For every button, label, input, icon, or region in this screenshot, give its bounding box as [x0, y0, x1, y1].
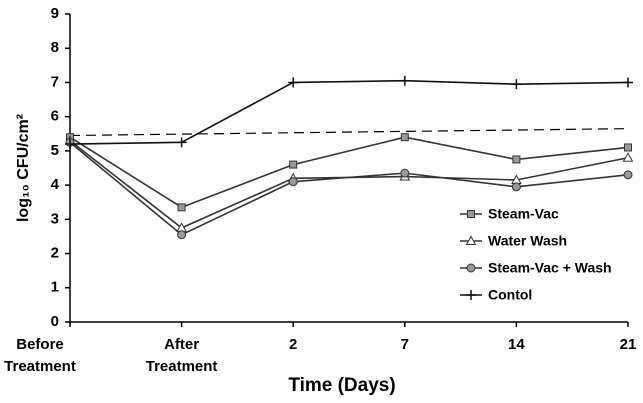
y-tick-label: 4	[51, 176, 60, 193]
y-axis-title: log₁₀ CFU/cm²	[15, 114, 32, 222]
marker	[288, 77, 299, 88]
marker	[177, 230, 187, 240]
legend-label: Contol	[488, 287, 532, 303]
marker	[623, 170, 633, 180]
marker	[622, 152, 634, 162]
marker	[400, 133, 409, 142]
marker	[400, 168, 410, 178]
y-tick-label: 9	[51, 5, 59, 22]
x-tick-label: 2	[289, 336, 298, 353]
marker	[624, 143, 632, 152]
y-tick-label: 2	[51, 245, 59, 262]
marker	[177, 203, 186, 212]
x-tick-label: Before Treatment	[4, 336, 76, 375]
dashed-line	[69, 128, 629, 137]
y-tick-label: 0	[51, 313, 59, 330]
x-tick-label: 14	[508, 336, 525, 353]
x-tick-label: 7	[400, 336, 409, 353]
legend-marker	[465, 235, 477, 245]
marker	[512, 155, 521, 164]
legend-label: Water Wash	[488, 233, 567, 249]
series-line	[69, 79, 629, 145]
series-line	[69, 136, 629, 209]
marker	[511, 182, 521, 192]
legend-marker	[466, 290, 476, 300]
marker	[623, 77, 633, 88]
legend-marker	[467, 210, 475, 218]
marker	[65, 139, 75, 150]
x-tick-label: After Treatment	[145, 336, 218, 375]
y-tick-label: 5	[51, 142, 59, 159]
y-tick-label: 8	[51, 39, 59, 56]
y-tick-label: 1	[51, 279, 59, 296]
y-tick-label: 3	[51, 210, 59, 227]
marker	[289, 160, 298, 169]
y-tick-label: 7	[51, 73, 59, 90]
legend-label: Steam-Vac	[488, 206, 559, 222]
marker	[176, 137, 187, 148]
x-axis-title: Time (Days)	[288, 375, 395, 396]
legend-marker	[466, 263, 476, 273]
marker	[511, 79, 522, 90]
marker	[288, 177, 298, 187]
legend-label: Steam-Vac + Wash	[488, 260, 612, 276]
y-tick-label: 6	[51, 108, 59, 125]
x-tick-label: 21	[619, 336, 637, 353]
marker	[399, 75, 410, 86]
series-line	[69, 141, 629, 236]
